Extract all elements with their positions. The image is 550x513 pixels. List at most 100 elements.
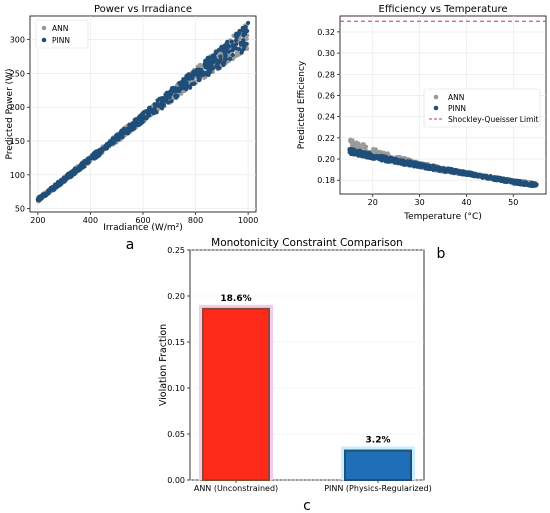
point-pinn xyxy=(497,175,502,180)
x-tick-label: 30 xyxy=(414,198,424,207)
point-pinn xyxy=(181,77,186,82)
point-pinn xyxy=(241,38,246,43)
point-pinn xyxy=(368,155,373,160)
point-pinn xyxy=(475,172,480,178)
point-pinn xyxy=(482,174,487,180)
point-pinn xyxy=(429,166,434,171)
point-pinn xyxy=(97,152,102,157)
point-pinn xyxy=(467,172,473,178)
point-pinn xyxy=(53,183,58,188)
grid xyxy=(190,249,424,481)
point-pinn xyxy=(243,31,248,37)
point-pinn xyxy=(125,131,130,136)
axis-ticks: 0.00 0.05 0.10 0.15 0.20 0.25 xyxy=(167,246,379,485)
point-pinn xyxy=(240,28,245,33)
y-tick-label: 0.15 xyxy=(167,338,185,347)
y-axis-label: Predicted Power (W) xyxy=(5,68,15,159)
y-tick-label: 250 xyxy=(10,69,25,78)
point-ann xyxy=(360,142,365,147)
point-pinn xyxy=(164,91,169,96)
x-axis-label: Irradiance (W/m²) xyxy=(103,223,183,233)
panel-label-c: c xyxy=(303,498,311,513)
point-pinn xyxy=(228,56,233,61)
point-pinn xyxy=(116,134,121,139)
y-tick-label: 0.10 xyxy=(167,384,185,393)
point-pinn xyxy=(86,156,91,161)
point-pinn xyxy=(218,54,223,59)
point-pinn xyxy=(59,180,65,185)
chart-monotonicity-comparison: Monotonicity Constraint Comparison Viola… xyxy=(158,237,432,513)
point-pinn xyxy=(234,38,239,43)
legend-marker-ann xyxy=(41,25,47,31)
point-pinn xyxy=(243,24,248,30)
point-pinn xyxy=(393,159,398,164)
y-tick-label: 150 xyxy=(10,137,25,146)
point-pinn xyxy=(462,171,467,177)
point-pinn xyxy=(410,161,415,166)
bar-pinn xyxy=(344,449,412,481)
y-tick-label: 0.20 xyxy=(317,155,335,164)
point-pinn xyxy=(432,165,438,170)
point-pinn xyxy=(456,170,461,175)
point-pinn xyxy=(39,194,45,200)
y-tick-label: 0.20 xyxy=(167,292,185,301)
axis-ticks: 200 400 600 800 1000 50 100 150 200 250 300 xyxy=(10,36,259,225)
legend-marker-pinn xyxy=(41,37,47,43)
point-pinn xyxy=(219,47,224,52)
point-ann xyxy=(244,46,250,51)
point-pinn xyxy=(208,67,213,72)
point-pinn xyxy=(436,166,441,172)
point-ann xyxy=(356,142,361,147)
point-pinn xyxy=(150,107,155,112)
point-pinn xyxy=(67,174,73,180)
legend-label-pinn: PINN xyxy=(448,104,466,113)
point-pinn xyxy=(532,182,537,187)
point-pinn xyxy=(447,168,452,173)
point-pinn xyxy=(192,81,197,86)
legend-label-limit: Shockley-Queisser Limit xyxy=(448,115,538,124)
point-pinn xyxy=(140,113,145,118)
y-tick-label: 0.18 xyxy=(317,176,335,185)
point-pinn xyxy=(421,164,427,169)
point-pinn xyxy=(485,176,491,181)
x-tick-label: 1000 xyxy=(238,216,258,225)
category-label-pinn: PINN (Physics-Regularized) xyxy=(324,484,432,493)
point-pinn xyxy=(136,115,142,121)
legend: ANN PINN xyxy=(35,19,89,49)
x-tick-label: 800 xyxy=(188,216,203,225)
y-tick-label: 0.25 xyxy=(167,246,185,255)
point-pinn xyxy=(144,116,149,121)
point-pinn xyxy=(212,54,217,59)
point-pinn xyxy=(169,99,174,104)
chart-power-vs-irradiance: Power vs Irradiance Irradiance (W/m²) Pr… xyxy=(5,4,258,253)
point-pinn xyxy=(225,39,230,44)
point-pinn xyxy=(50,187,55,192)
point-pinn xyxy=(61,175,66,180)
y-axis-label: Violation Fraction xyxy=(158,324,169,406)
chart-title: Efficiency vs Temperature xyxy=(379,4,508,15)
point-pinn xyxy=(184,74,189,79)
point-pinn xyxy=(98,149,103,154)
point-pinn xyxy=(493,177,498,183)
point-pinn xyxy=(214,58,219,63)
point-pinn xyxy=(441,166,446,171)
point-pinn xyxy=(173,93,178,98)
point-pinn xyxy=(206,70,211,75)
point-pinn xyxy=(508,179,513,184)
point-pinn xyxy=(151,111,156,116)
point-ann xyxy=(349,143,355,148)
point-pinn xyxy=(205,57,210,62)
y-tick-label: 0.30 xyxy=(317,49,335,58)
point-pinn xyxy=(362,151,367,157)
point-ann xyxy=(373,148,378,153)
point-pinn xyxy=(110,136,115,141)
y-tick-label: 0.26 xyxy=(317,91,335,100)
point-pinn xyxy=(167,94,172,100)
point-pinn xyxy=(172,89,177,94)
point-pinn xyxy=(414,161,419,167)
point-pinn xyxy=(358,152,363,157)
panel-label-b: b xyxy=(437,246,446,262)
y-axis-label: Predicted Efficiency xyxy=(297,60,307,149)
point-pinn xyxy=(406,159,411,164)
